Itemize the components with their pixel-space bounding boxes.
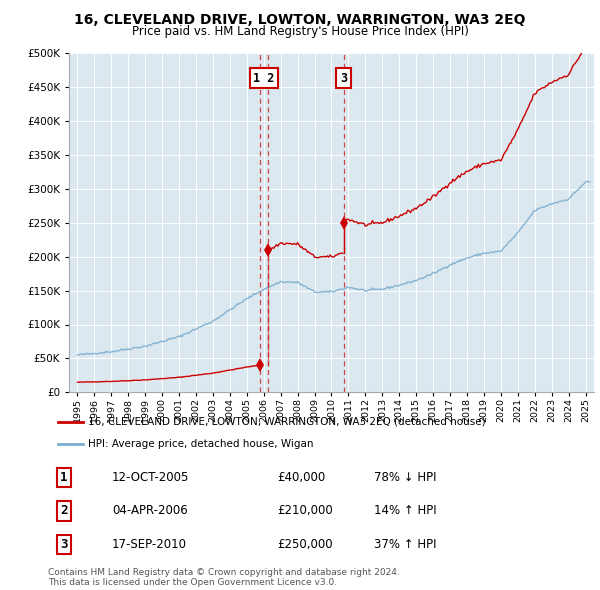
Text: 2: 2 [60,504,68,517]
Text: 1 2: 1 2 [253,72,275,85]
Text: 04-APR-2006: 04-APR-2006 [112,504,188,517]
Text: 37% ↑ HPI: 37% ↑ HPI [374,538,436,551]
Text: £210,000: £210,000 [278,504,334,517]
Text: 16, CLEVELAND DRIVE, LOWTON, WARRINGTON, WA3 2EQ (detached house): 16, CLEVELAND DRIVE, LOWTON, WARRINGTON,… [88,417,485,427]
Text: 1: 1 [60,471,68,484]
Text: 3: 3 [60,538,68,551]
Text: Price paid vs. HM Land Registry's House Price Index (HPI): Price paid vs. HM Land Registry's House … [131,25,469,38]
Text: £40,000: £40,000 [278,471,326,484]
Text: 17-SEP-2010: 17-SEP-2010 [112,538,187,551]
Text: £250,000: £250,000 [278,538,333,551]
Text: 12-OCT-2005: 12-OCT-2005 [112,471,190,484]
Text: 3: 3 [340,72,347,85]
Text: Contains HM Land Registry data © Crown copyright and database right 2024.
This d: Contains HM Land Registry data © Crown c… [48,568,400,587]
Text: 78% ↓ HPI: 78% ↓ HPI [374,471,436,484]
Text: 14% ↑ HPI: 14% ↑ HPI [374,504,436,517]
Text: 16, CLEVELAND DRIVE, LOWTON, WARRINGTON, WA3 2EQ: 16, CLEVELAND DRIVE, LOWTON, WARRINGTON,… [74,13,526,27]
Text: HPI: Average price, detached house, Wigan: HPI: Average price, detached house, Wiga… [88,439,314,449]
